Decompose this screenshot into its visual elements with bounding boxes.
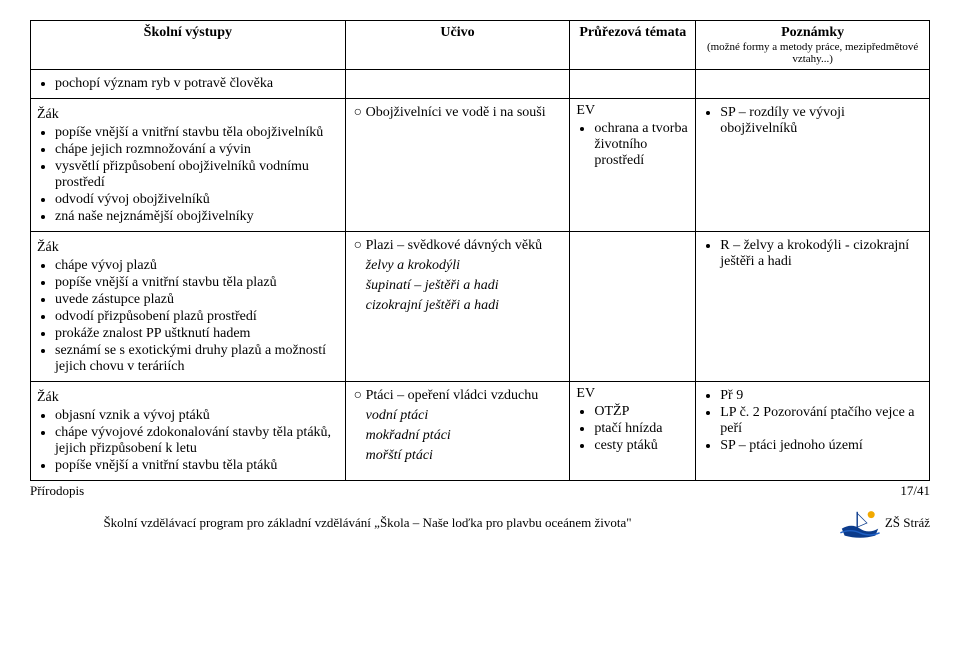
outcomes-list-3: objasní vznik a vývoj ptákůchápe vývojov… — [55, 408, 339, 474]
cell-outcomes: pochopí význam ryb v potravě člověka — [31, 70, 346, 99]
col-outcomes: Školní výstupy — [31, 21, 346, 70]
sub-item: želvy a krokodýli — [366, 258, 564, 274]
list-item: seznámí se s exotickými druhy plazů a mo… — [55, 343, 339, 375]
list-item: popíše vnější a vnitřní stavbu těla oboj… — [55, 125, 339, 141]
curriculum-sub-3: vodní ptáci mokřadní ptáci mořští ptáci — [352, 408, 564, 464]
list-item: popíše vnější a vnitřní stavbu těla plaz… — [55, 275, 339, 291]
cell-topics — [570, 70, 696, 99]
cell-notes: SP – rozdíly ve vývoji obojživelníků — [696, 99, 930, 232]
cell-curriculum: Plazi – svědkové dávných věků želvy a kr… — [345, 232, 570, 382]
table-row: Žák popíše vnější a vnitřní stavbu těla … — [31, 99, 930, 232]
list-item: popíše vnější a vnitřní stavbu těla pták… — [55, 458, 339, 474]
list-item: OTŽP — [594, 404, 689, 420]
list-item: cesty ptáků — [594, 438, 689, 454]
list-item: LP č. 2 Pozorování ptačího vejce a peří — [720, 405, 923, 437]
table-row: Žák chápe vývoj plazůpopíše vnější a vni… — [31, 232, 930, 382]
outcome-item: pochopí význam ryb v potravě člověka — [55, 76, 339, 92]
page-number-line: Přírodopis 17/41 — [30, 483, 930, 499]
list-item: SP – rozdíly ve vývoji obojživelníků — [720, 105, 923, 137]
zak-label: Žák — [37, 107, 339, 123]
list-item: chápe vývojové zdokonalování stavby těla… — [55, 425, 339, 457]
list-item: objasní vznik a vývoj ptáků — [55, 408, 339, 424]
cell-topics — [570, 232, 696, 382]
list-item: ptačí hnízda — [594, 421, 689, 437]
list-item: zná naše nejznámější obojživelníky — [55, 209, 339, 225]
sub-item: šupinatí – ještěři a hadi — [366, 278, 564, 294]
col-notes: Poznámky (možné formy a metody práce, me… — [696, 21, 930, 70]
list-item: R – želvy a krokodýli - cizokrajní ještě… — [720, 238, 923, 270]
list-item: Př 9 — [720, 388, 923, 404]
notes-list-1: SP – rozdíly ve vývoji obojživelníků — [720, 105, 923, 137]
curriculum-head: Plazi – svědkové dávných věků — [354, 238, 564, 254]
cell-topics: EV ochrana a tvorba životního prostředí — [570, 99, 696, 232]
zak-label: Žák — [37, 240, 339, 256]
sub-item: vodní ptáci — [366, 408, 564, 424]
list-item: SP – ptáci jednoho území — [720, 438, 923, 454]
list-item: uvede zástupce plazů — [55, 292, 339, 308]
footer-program: Školní vzdělávací program pro základní v… — [30, 515, 705, 531]
sub-item: mořští ptáci — [366, 448, 564, 464]
col-curriculum: Učivo — [345, 21, 570, 70]
list-item: ochrana a tvorba životního prostředí — [594, 121, 689, 169]
list-item: vysvětlí přizpůsobení obojživelníků vodn… — [55, 159, 339, 191]
cell-notes: R – želvy a krokodýli - cizokrajní ještě… — [696, 232, 930, 382]
footer: Školní vzdělávací program pro základní v… — [30, 507, 930, 539]
cell-notes — [696, 70, 930, 99]
topics-list-1: ochrana a tvorba životního prostředí — [594, 121, 689, 169]
col-topics: Průřezová témata — [570, 21, 696, 70]
cell-curriculum: Ptáci – opeření vládci vzduchu vodní ptá… — [345, 382, 570, 481]
page-number: 17/41 — [900, 483, 930, 498]
curriculum-table: Školní výstupy Učivo Průřezová témata Po… — [30, 20, 930, 481]
cell-outcomes: Žák chápe vývoj plazůpopíše vnější a vni… — [31, 232, 346, 382]
curriculum-head: Ptáci – opeření vládci vzduchu — [354, 388, 564, 404]
list-item: odvodí přizpůsobení plazů prostředí — [55, 309, 339, 325]
list-item: chápe vývoj plazů — [55, 258, 339, 274]
cell-curriculum — [345, 70, 570, 99]
cell-outcomes: Žák objasní vznik a vývoj ptákůchápe výv… — [31, 382, 346, 481]
notes-list-2: R – želvy a krokodýli - cizokrajní ještě… — [720, 238, 923, 270]
footer-school: ZŠ Stráž — [705, 507, 930, 539]
cell-curriculum: Obojživelníci ve vodě i na souši — [345, 99, 570, 232]
topics-list-3: OTŽPptačí hnízdacesty ptáků — [594, 404, 689, 454]
boat-icon — [839, 507, 881, 539]
list-item: odvodí vývoj obojživelníků — [55, 192, 339, 208]
cell-topics: EV OTŽPptačí hnízdacesty ptáků — [570, 382, 696, 481]
table-row: Žák objasní vznik a vývoj ptákůchápe výv… — [31, 382, 930, 481]
sub-item: cizokrajní ještěři a hadi — [366, 298, 564, 314]
outcomes-list-2: chápe vývoj plazůpopíše vnější a vnitřní… — [55, 258, 339, 375]
list-item: prokáže znalost PP uštknutí hadem — [55, 326, 339, 342]
curriculum-item: Obojživelníci ve vodě i na souši — [354, 105, 564, 121]
outcomes-list-1: popíše vnější a vnitřní stavbu těla oboj… — [55, 125, 339, 225]
header-row: Školní výstupy Učivo Průřezová témata Po… — [31, 21, 930, 70]
cell-outcomes: Žák popíše vnější a vnitřní stavbu těla … — [31, 99, 346, 232]
zak-label: Žák — [37, 390, 339, 406]
topic-group-label: EV — [576, 103, 689, 119]
list-item: chápe jejich rozmnožování a vývin — [55, 142, 339, 158]
subject-label: Přírodopis — [30, 483, 84, 499]
topic-group-label: EV — [576, 386, 689, 402]
sub-item: mokřadní ptáci — [366, 428, 564, 444]
cell-notes: Př 9LP č. 2 Pozorování ptačího vejce a p… — [696, 382, 930, 481]
notes-list-3: Př 9LP č. 2 Pozorování ptačího vejce a p… — [720, 388, 923, 454]
curriculum-sub-2: želvy a krokodýli šupinatí – ještěři a ha… — [352, 258, 564, 314]
table-row: pochopí význam ryb v potravě člověka — [31, 70, 930, 99]
